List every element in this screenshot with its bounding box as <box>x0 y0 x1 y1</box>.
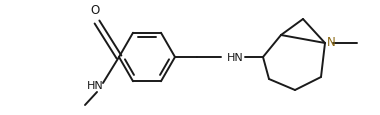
Text: HN: HN <box>87 80 103 90</box>
Text: N: N <box>327 36 336 49</box>
Text: HN: HN <box>226 53 243 62</box>
Text: O: O <box>90 4 100 17</box>
